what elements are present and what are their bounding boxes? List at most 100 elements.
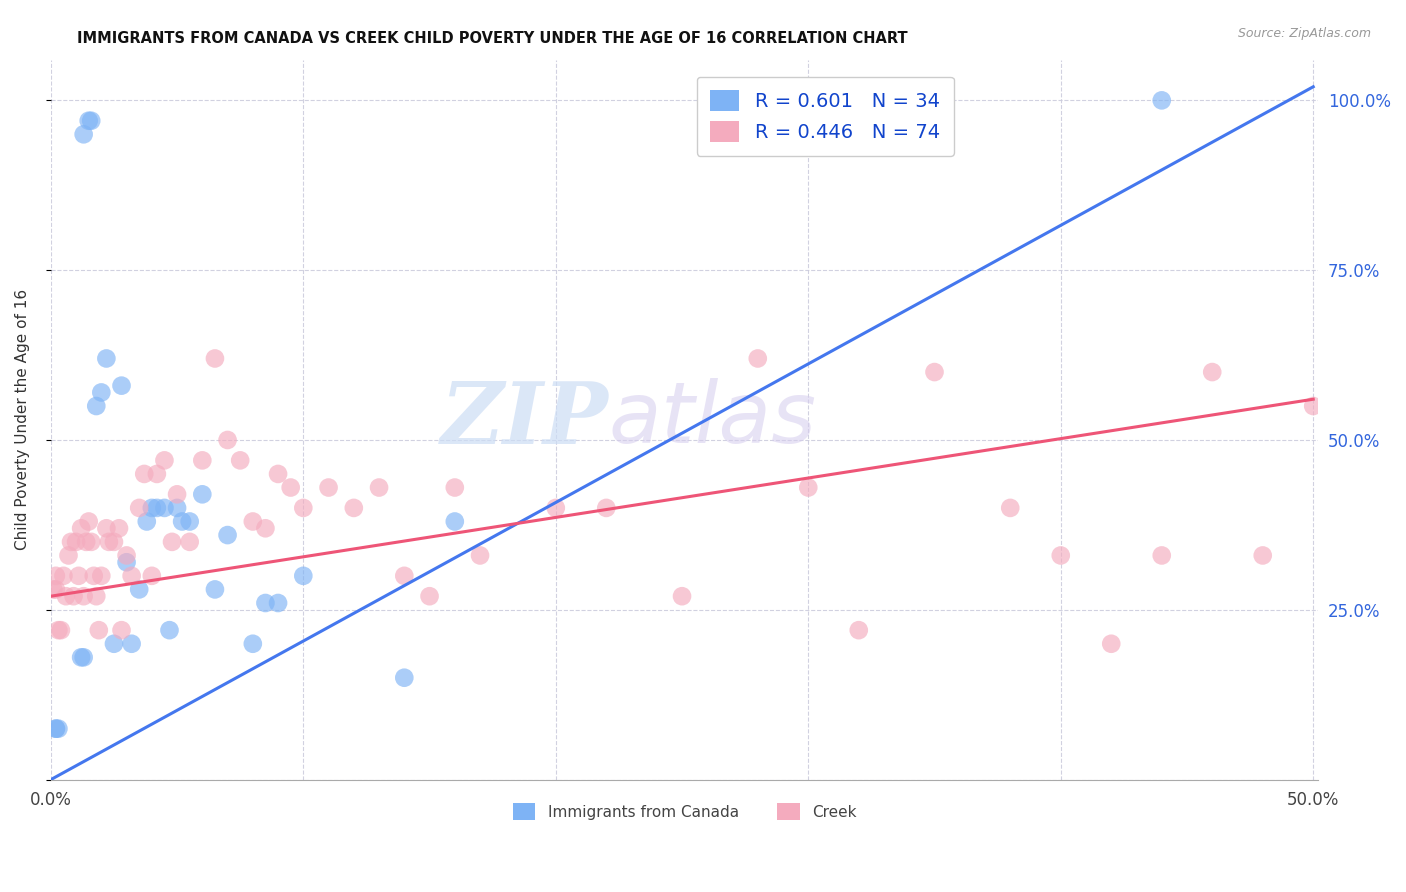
Point [1150, 94, 1173, 108]
Point [1201, 365, 1223, 379]
Point [135, 515, 157, 529]
Point [80, 534, 103, 549]
Point [848, 623, 870, 637]
Point [96, 521, 118, 535]
Point [67, 569, 90, 583]
Point [595, 500, 617, 515]
Point [443, 515, 465, 529]
Point [1000, 500, 1022, 515]
Point [45, 722, 67, 736]
Point [1302, 399, 1324, 413]
Point [153, 453, 176, 467]
Point [97, 534, 120, 549]
Point [217, 528, 239, 542]
Point [48, 623, 70, 637]
Point [70, 521, 93, 535]
Point [42, 582, 65, 597]
Point [280, 481, 302, 495]
Text: ZIP: ZIP [440, 378, 609, 461]
Point [108, 521, 131, 535]
Point [45, 569, 67, 583]
Point [60, 534, 83, 549]
Point [115, 555, 138, 569]
Point [1251, 549, 1274, 563]
Point [103, 637, 125, 651]
Point [58, 549, 80, 563]
Point [204, 582, 226, 597]
Point [146, 467, 169, 481]
Point [87, 623, 110, 637]
Point [191, 487, 214, 501]
Point [90, 385, 112, 400]
Point [65, 534, 87, 549]
Point [115, 549, 138, 563]
Point [45, 582, 67, 597]
Point [49, 623, 72, 637]
Point [292, 500, 315, 515]
Point [419, 589, 441, 603]
Point [267, 596, 290, 610]
Point [45, 722, 67, 736]
Point [128, 582, 150, 597]
Point [159, 623, 181, 637]
Point [544, 500, 567, 515]
Point [166, 500, 188, 515]
Point [267, 467, 290, 481]
Point [172, 515, 194, 529]
Text: IMMIGRANTS FROM CANADA VS CREEK CHILD POVERTY UNDER THE AGE OF 16 CORRELATION CH: IMMIGRANTS FROM CANADA VS CREEK CHILD PO… [77, 31, 908, 46]
Point [394, 569, 416, 583]
Point [1150, 549, 1173, 563]
Point [75, 534, 97, 549]
Point [141, 500, 163, 515]
Point [72, 650, 94, 665]
Point [55, 589, 77, 603]
Point [318, 481, 340, 495]
Point [77, 113, 100, 128]
Point [468, 549, 491, 563]
Point [128, 500, 150, 515]
Point [242, 515, 264, 529]
Point [84, 589, 107, 603]
Point [179, 515, 201, 529]
Point [121, 637, 143, 651]
Point [52, 569, 75, 583]
Point [443, 481, 465, 495]
Point [70, 650, 93, 665]
Point [343, 500, 366, 515]
Legend: Immigrants from Canada, Creek: Immigrants from Canada, Creek [506, 797, 863, 826]
Text: Source: ZipAtlas.com: Source: ZipAtlas.com [1237, 27, 1371, 40]
Point [254, 596, 277, 610]
Point [179, 534, 201, 549]
Point [1049, 549, 1071, 563]
Point [62, 589, 84, 603]
Point [72, 589, 94, 603]
Point [242, 637, 264, 651]
Y-axis label: Child Poverty Under the Age of 16: Child Poverty Under the Age of 16 [15, 289, 30, 550]
Point [671, 589, 693, 603]
Point [254, 521, 277, 535]
Point [1353, 677, 1375, 691]
Point [80, 113, 103, 128]
Point [160, 534, 183, 549]
Point [217, 433, 239, 447]
Point [924, 365, 946, 379]
Point [141, 569, 163, 583]
Point [1099, 637, 1122, 651]
Point [96, 351, 118, 366]
Point [77, 515, 100, 529]
Point [368, 481, 391, 495]
Point [229, 453, 252, 467]
Point [153, 500, 176, 515]
Point [146, 500, 169, 515]
Point [797, 481, 820, 495]
Point [83, 569, 105, 583]
Point [48, 722, 70, 736]
Point [103, 534, 125, 549]
Point [394, 671, 416, 685]
Text: atlas: atlas [609, 378, 817, 461]
Point [134, 467, 156, 481]
Point [110, 623, 132, 637]
Point [191, 453, 214, 467]
Point [121, 569, 143, 583]
Point [72, 128, 94, 142]
